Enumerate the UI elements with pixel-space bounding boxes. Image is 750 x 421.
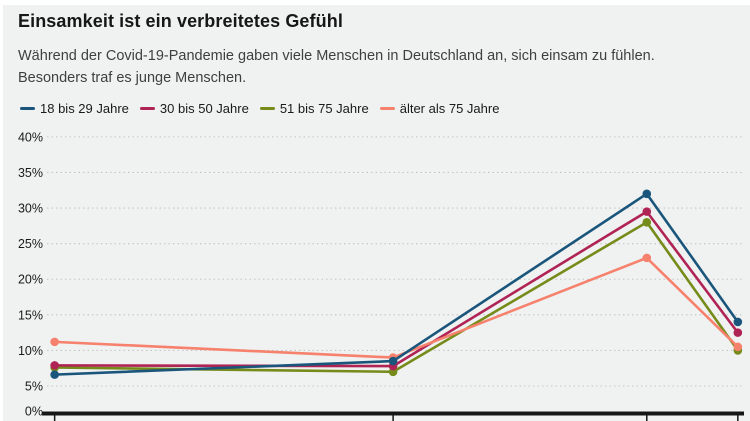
y-tick-label: 20%	[18, 273, 43, 287]
series-line	[53, 192, 740, 376]
legend-label: 51 bis 75 Jahre	[279, 100, 369, 116]
y-tick-label: 0%	[25, 405, 43, 419]
legend-item: älter als 75 Jahre	[379, 100, 500, 116]
legend-item: 30 bis 50 Jahre	[139, 100, 249, 116]
chart-legend: 18 bis 29 Jahre 30 bis 50 Jahre 51 bis 75 …	[20, 100, 499, 116]
data-point-marker	[642, 217, 652, 227]
y-tick-label: 25%	[18, 237, 43, 251]
data-point-marker	[50, 337, 59, 347]
data-point-marker	[642, 207, 652, 216]
y-tick-label: 5%	[25, 380, 43, 394]
data-point-marker	[733, 342, 743, 352]
line-chart: 0% 5% 10% 15% 20% 25% 30% 35% 40%	[18, 130, 744, 421]
x-axis-line	[42, 411, 744, 416]
x-axis-tick	[53, 415, 56, 421]
x-axis-tick	[646, 415, 648, 421]
data-point-marker	[733, 317, 743, 327]
chart-title: Einsamkeit ist ein verbreitetes Gefühl	[18, 11, 343, 31]
y-tick-label: 15%	[18, 308, 43, 322]
chart-panel: Einsamkeit ist ein verbreitetes Gefühl W…	[3, 5, 750, 421]
y-tick-label: 40%	[18, 130, 43, 144]
y-tick-label: 35%	[18, 166, 43, 180]
y-tick-label: 30%	[18, 202, 43, 216]
series-line	[53, 256, 740, 359]
legend-label: 18 bis 29 Jahre	[40, 100, 129, 116]
data-point-marker	[50, 370, 59, 379]
chart-subtitle: Während der Covid-19-Pandemie gaben viel…	[18, 48, 655, 86]
legend-swatch-line-icon	[259, 106, 275, 110]
legend-swatch-line-icon	[20, 106, 35, 110]
series-line	[53, 220, 740, 374]
data-point-marker	[50, 361, 59, 370]
y-tick-label: 10%	[18, 344, 43, 358]
data-point-marker	[388, 356, 398, 366]
legend-swatch-line-icon	[379, 106, 395, 110]
x-axis-tick	[392, 415, 394, 421]
data-point-marker	[642, 189, 652, 199]
series-line	[53, 210, 740, 368]
legend-label: älter als 75 Jahre	[399, 100, 500, 116]
data-point-marker	[642, 253, 652, 263]
legend-item: 18 bis 29 Jahre	[20, 101, 129, 116]
legend-item: 51 bis 75 Jahre	[259, 100, 369, 116]
legend-label: 30 bis 50 Jahre	[159, 100, 249, 116]
data-point-marker	[733, 328, 743, 337]
legend-swatch-line-icon	[139, 106, 155, 110]
x-axis-tick	[737, 415, 739, 421]
